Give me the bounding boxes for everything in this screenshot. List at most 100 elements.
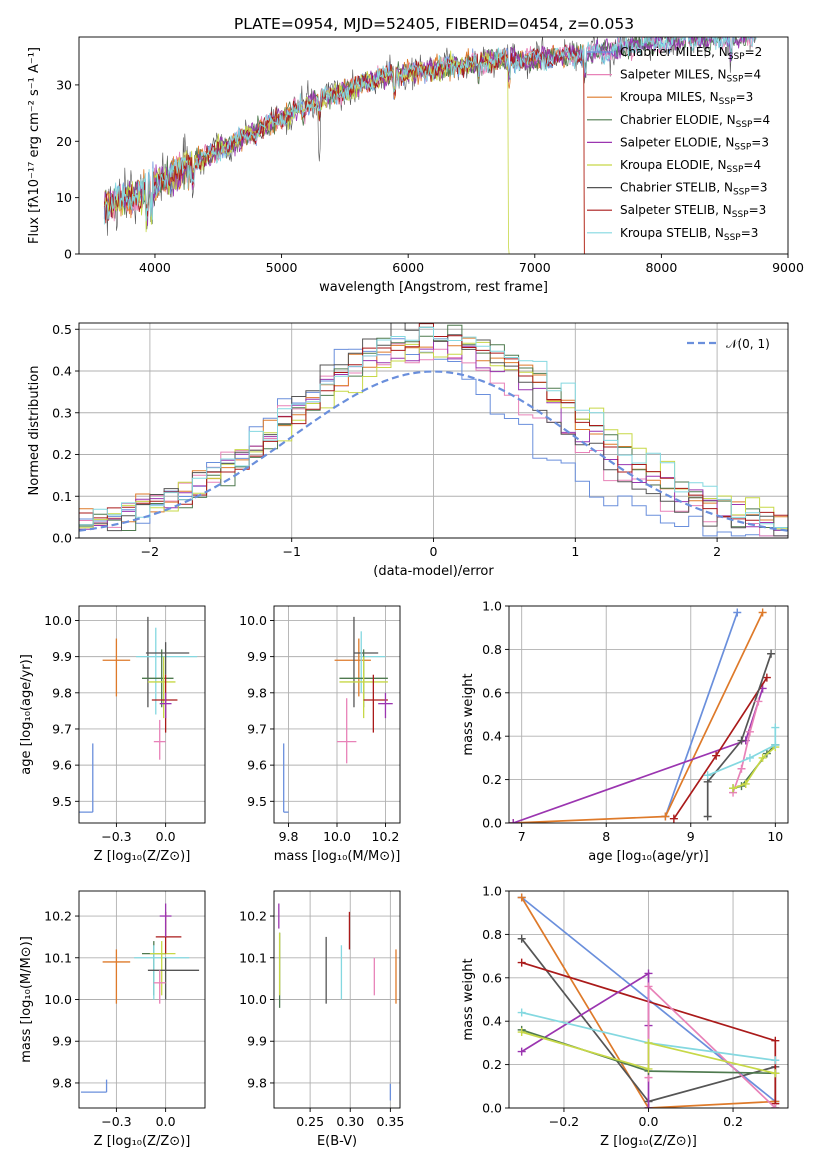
y-tick-label: 0.4 [52,364,72,379]
legend-entry: Kroupa MILES, NSSP=3 [587,90,753,107]
y-tick-label: 0.5 [52,322,72,337]
y-tick-label: 0.4 [482,729,502,744]
weight-marker [771,1069,780,1078]
y-tick-label: 10.2 [239,909,267,924]
legend-label-sub: SSP [724,233,741,243]
panel-weight_Z: −0.2 0.0 0.2 0.0 0.2 0.4 0.6 0.8 1.0 Z [log₁₀(Z/Z… [461,884,789,1149]
x-axis-label: (data-model)/error [373,564,494,579]
y-tick-label: 9.7 [247,721,267,736]
weight-line [513,612,764,823]
y-tick-label: 9.9 [247,1034,267,1049]
legend-label-name: Chabrier MILES, N [620,45,728,59]
weight-marker [745,727,754,736]
histogram-KS [79,326,788,538]
x-axis-label: mass [log₁₀(M/M⊙)] [274,849,401,864]
x-tick-label: 7000 [519,260,551,275]
y-tick-label: 10.0 [44,613,72,628]
x-tick-label: −0.3 [101,829,131,844]
legend-label-sub: SSP [727,75,744,85]
legend-entry: Chabrier ELODIE, NSSP=4 [587,113,770,130]
weight-marker [517,1047,526,1056]
y-axis-label: mass weight [461,958,476,1040]
error-point-CS [145,642,190,675]
weight-marker [771,740,780,749]
legend-label: Salpeter ELODIE, NSSP=3 [620,135,769,152]
y-tick-label: 0.0 [482,1101,502,1116]
weight-marker [661,812,670,821]
legend-label: Chabrier STELIB, NSSP=3 [620,181,768,198]
weight-marker [771,1036,780,1045]
weight-marker [517,934,526,943]
plot-area [283,616,393,813]
weight-line [664,612,739,817]
plot-area [80,903,200,1093]
x-tick-label: −2 [141,544,159,559]
x-axis-label: age [log₁₀(age/yr)] [588,849,709,864]
error-point-SM [337,698,357,764]
legend-label-name: Salpeter ELODIE, N [620,135,734,149]
weight-series-SE [517,969,653,1108]
error-point-CE [142,649,174,708]
normal-curve [79,370,788,532]
weight-line [520,897,776,1108]
legend-label-n: 2 [755,45,763,59]
weight-marker [509,819,518,823]
weight-marker [517,893,526,902]
y-tick-label: 0.4 [482,1014,502,1029]
y-tick-label: 0.8 [482,927,502,942]
x-tick-label: 0.25 [296,1114,324,1129]
legend-label-n: 4 [763,113,771,127]
y-tick-label: 10.2 [44,909,72,924]
y-tick-label: 1.0 [482,599,502,614]
y-axis-label: age [log₁₀(age/yr)] [19,654,34,775]
y-tick-label: 0.6 [482,970,502,985]
legend-label-n: 3 [746,90,754,104]
y-tick-label: 0 [64,247,72,262]
y-tick-label: 9.6 [52,758,72,773]
plot-area [517,893,780,1108]
weight-series-SS [669,673,771,823]
y-tick-label: 9.5 [52,794,72,809]
y-tick-label: 10 [56,190,72,205]
legend-label-sub: SSP [736,120,753,130]
x-tick-label: −0.2 [549,1114,579,1129]
weight-marker [771,723,780,732]
legend-label: Kroupa STELIB, NSSP=3 [620,226,758,243]
weight-marker [644,1038,653,1047]
x-tick-label: 5000 [266,260,298,275]
legend-label-sub: SSP [733,188,750,198]
weight-marker [644,969,653,978]
error-point-KM [334,638,371,697]
legend-label-n: 4 [753,68,761,82]
panel-spectrum: 4000 5000 6000 7000 8000 9000 0 10 20 30 wavelengt… [27,15,804,295]
x-tick-label: 9000 [772,260,804,275]
y-tick-label: 0.6 [482,685,502,700]
axes-frame [508,890,789,1109]
legend-label-name: Kroupa ELODIE, N [620,158,727,172]
chart-title: PLATE=0954, MJD=52405, FIBERID=0454, z=0… [234,15,634,33]
y-tick-label: 9.8 [247,1075,267,1090]
plot-area [79,323,788,538]
weight-marker [737,736,746,745]
legend-label-n: 4 [753,158,761,172]
legend-label: 𝒩(0, 1) [726,337,770,351]
error-point-KE [147,656,176,719]
weight-line [521,971,650,1108]
y-tick-label: 0.1 [52,489,72,504]
error-point-SM [153,719,166,760]
legend-label-n: 3 [761,135,769,149]
legend-label-eq: = [743,68,753,82]
legend-entry: Chabrier STELIB, NSSP=3 [587,181,768,198]
x-tick-label: 0.35 [376,1114,404,1129]
legend-label: Chabrier ELODIE, NSSP=4 [620,113,770,130]
panel-age_Z: −0.3 0.0 9.5 9.6 9.7 9.8 9.9 10.0 Z [log₁₀(Z/Z⊙)… [19,605,206,864]
weight-marker [703,812,712,821]
x-tick-label: 0.0 [156,1114,176,1129]
weight-line [673,677,768,820]
y-tick-label: 0.2 [482,1057,502,1072]
y-tick-label: 10.0 [239,992,267,1007]
error-point-SE [378,692,393,719]
plot-area [79,616,198,813]
x-tick-label: 0 [430,544,438,559]
